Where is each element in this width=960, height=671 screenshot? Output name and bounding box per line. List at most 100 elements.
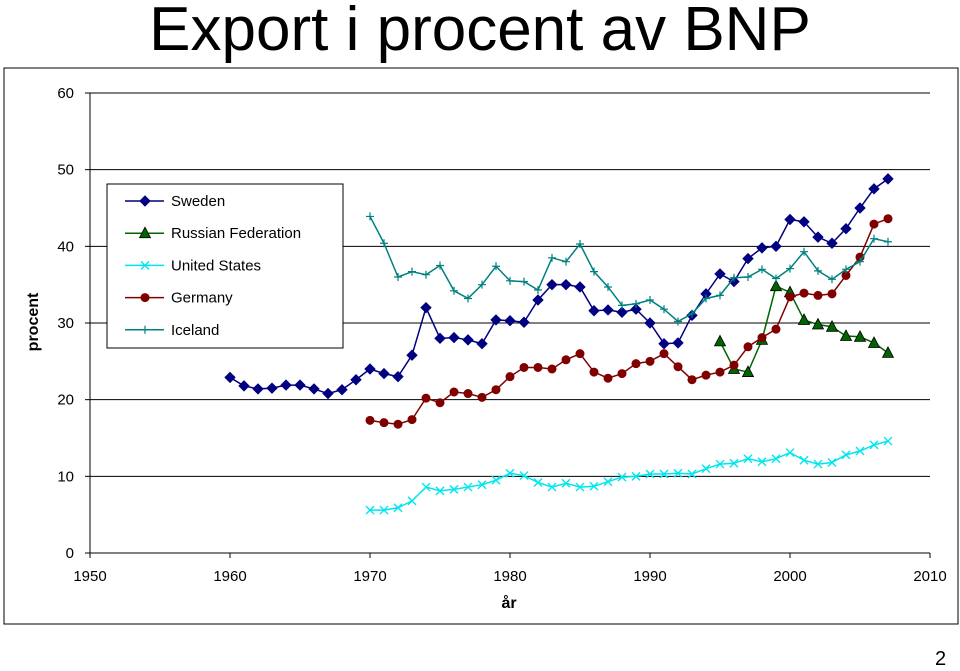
series-line-russian-federation	[719, 285, 889, 373]
series-russian-federation	[713, 279, 895, 377]
data-point-united-states	[603, 477, 613, 487]
data-point-germany	[407, 415, 417, 425]
data-point-united-states	[645, 469, 655, 479]
x-tick-label: 1960	[213, 568, 246, 585]
data-point-sweden	[224, 371, 236, 384]
y-axis-ticks: 0 10 20 30 40 50 60	[57, 85, 90, 562]
data-point-germany	[603, 373, 613, 383]
data-point-sweden	[448, 331, 460, 344]
series-group	[224, 173, 895, 515]
legend-item-germany: Germany	[125, 290, 233, 307]
data-point-germany	[547, 364, 557, 374]
data-point-germany	[687, 375, 697, 385]
data-point-sweden	[756, 242, 768, 254]
data-point-united-states	[533, 477, 543, 487]
data-point-united-states	[701, 464, 711, 474]
legend-item-iceland: Iceland	[125, 322, 219, 339]
x-axis-ticks: 1950 1960 1970 1980 1990 2000 2010	[73, 553, 947, 585]
data-point-iceland	[590, 267, 598, 276]
data-point-united-states	[589, 481, 599, 491]
data-point-germany	[785, 292, 795, 302]
data-point-germany	[393, 419, 403, 429]
data-point-germany	[449, 387, 459, 397]
x-tick-label: 1990	[633, 568, 666, 585]
data-point-germany	[575, 349, 585, 359]
data-point-sweden	[714, 268, 726, 280]
data-point-iceland	[548, 253, 556, 262]
data-point-iceland	[436, 261, 444, 270]
data-point-germany	[631, 359, 641, 369]
data-point-united-states	[561, 478, 571, 488]
page-number: 2	[935, 648, 947, 670]
data-point-united-states	[435, 486, 445, 496]
data-point-sweden	[742, 252, 754, 265]
legend-marker	[140, 293, 150, 303]
data-point-iceland	[366, 212, 374, 221]
data-point-iceland	[450, 286, 458, 295]
data-point-united-states	[407, 496, 417, 506]
data-point-sweden	[588, 305, 600, 317]
data-point-germany	[813, 290, 823, 300]
data-point-sweden	[630, 303, 642, 315]
x-tick-label: 1970	[353, 568, 386, 585]
chart-title: Export i procent av BNP	[149, 0, 811, 64]
data-point-united-states	[743, 454, 753, 464]
data-point-germany	[477, 392, 487, 402]
data-point-united-states	[491, 475, 501, 485]
y-tick-label: 30	[57, 315, 74, 332]
data-point-sweden	[784, 213, 796, 226]
data-point-sweden	[854, 202, 866, 214]
data-point-united-states	[421, 482, 431, 492]
data-point-germany	[617, 369, 627, 379]
data-point-iceland	[562, 257, 570, 266]
chart-frame	[3, 67, 959, 625]
data-point-germany	[771, 324, 781, 334]
data-point-iceland	[674, 317, 682, 326]
data-point-iceland	[408, 267, 416, 276]
data-point-sweden	[336, 383, 348, 396]
data-point-iceland	[772, 274, 780, 283]
data-point-united-states	[813, 459, 823, 469]
y-tick-label: 40	[57, 238, 74, 255]
data-point-germany	[729, 360, 739, 370]
data-point-iceland	[758, 265, 766, 274]
data-point-iceland	[842, 265, 850, 274]
data-point-germany	[645, 356, 655, 366]
series-line-united-states	[370, 440, 889, 511]
legend-label: Iceland	[171, 322, 219, 339]
data-point-iceland	[520, 277, 528, 286]
data-point-sweden	[490, 314, 502, 326]
data-point-sweden	[672, 337, 684, 349]
data-point-united-states	[519, 471, 529, 481]
data-point-iceland	[800, 247, 808, 256]
data-point-germany	[757, 333, 767, 343]
data-point-russian-federation	[853, 329, 867, 342]
data-point-sweden	[266, 382, 278, 394]
legend-marker	[138, 226, 152, 239]
data-point-iceland	[604, 282, 612, 291]
data-point-sweden	[280, 379, 292, 391]
legend-marker	[139, 195, 151, 207]
series-germany	[365, 214, 893, 429]
data-point-united-states	[715, 459, 725, 469]
data-point-sweden	[406, 349, 418, 361]
data-point-iceland	[814, 266, 822, 275]
data-point-sweden	[868, 183, 880, 195]
data-point-iceland	[632, 299, 640, 308]
data-point-iceland	[506, 276, 514, 285]
data-point-united-states	[659, 469, 669, 479]
data-point-united-states	[855, 446, 865, 456]
data-point-iceland	[534, 286, 542, 295]
data-point-sweden	[238, 380, 250, 392]
data-point-sweden	[462, 334, 474, 346]
data-point-united-states	[477, 480, 487, 490]
data-point-sweden	[644, 317, 656, 329]
data-point-iceland	[730, 273, 738, 282]
x-tick-label: 1950	[73, 568, 106, 585]
data-point-russian-federation	[769, 279, 783, 292]
data-point-united-states	[785, 448, 795, 458]
data-point-united-states	[883, 436, 893, 446]
data-point-iceland	[856, 257, 864, 266]
data-point-russian-federation	[825, 319, 839, 332]
